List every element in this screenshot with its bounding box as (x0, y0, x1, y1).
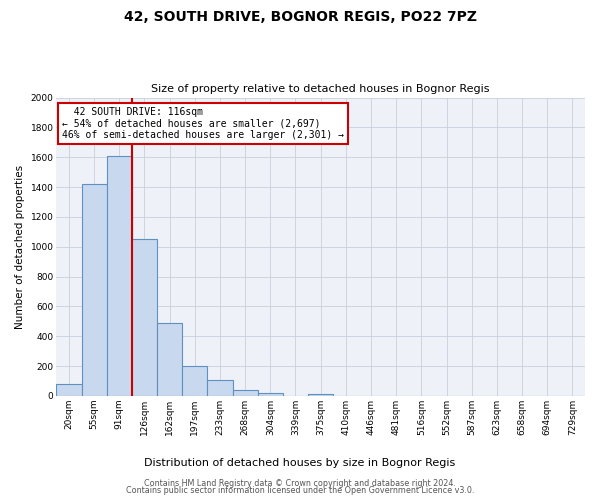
Text: Contains HM Land Registry data © Crown copyright and database right 2024.: Contains HM Land Registry data © Crown c… (144, 478, 456, 488)
Bar (82, 184, 107, 396)
Bar (182, 366, 208, 396)
Bar (208, 380, 233, 396)
Text: 42, SOUTH DRIVE, BOGNOR REGIS, PO22 7PZ: 42, SOUTH DRIVE, BOGNOR REGIS, PO22 7PZ (124, 10, 476, 24)
Bar (56, 384, 82, 396)
Y-axis label: Number of detached properties: Number of detached properties (15, 164, 25, 329)
Title: Size of property relative to detached houses in Bognor Regis: Size of property relative to detached ho… (151, 84, 490, 94)
Text: Distribution of detached houses by size in Bognor Regis: Distribution of detached houses by size … (145, 458, 455, 468)
Text: Contains public sector information licensed under the Open Government Licence v3: Contains public sector information licen… (126, 486, 474, 495)
Bar (233, 390, 258, 396)
Bar (157, 323, 182, 396)
Bar (107, 156, 132, 396)
Bar (308, 394, 333, 396)
Text: 42 SOUTH DRIVE: 116sqm  
← 54% of detached houses are smaller (2,697)
46% of sem: 42 SOUTH DRIVE: 116sqm ← 54% of detached… (62, 106, 344, 140)
Bar (258, 393, 283, 396)
Bar (132, 239, 157, 396)
